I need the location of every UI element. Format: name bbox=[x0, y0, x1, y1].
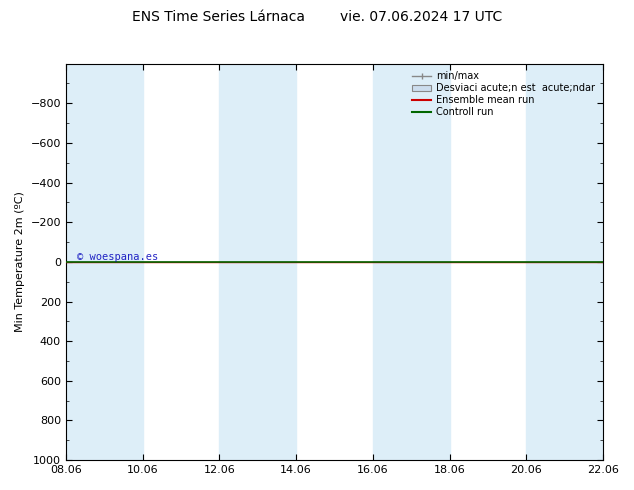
Bar bbox=[373, 64, 450, 460]
Y-axis label: Min Temperature 2m (ºC): Min Temperature 2m (ºC) bbox=[15, 192, 25, 332]
Text: ENS Time Series Lárnaca        vie. 07.06.2024 17 UTC: ENS Time Series Lárnaca vie. 07.06.2024 … bbox=[132, 10, 502, 24]
Bar bbox=[219, 64, 296, 460]
Legend: min/max, Desviaci acute;n est  acute;ndar, Ensemble mean run, Controll run: min/max, Desviaci acute;n est acute;ndar… bbox=[409, 69, 598, 120]
Bar bbox=[584, 64, 634, 460]
Bar bbox=[526, 64, 603, 460]
Bar bbox=[66, 64, 143, 460]
Text: © woespana.es: © woespana.es bbox=[77, 252, 158, 262]
